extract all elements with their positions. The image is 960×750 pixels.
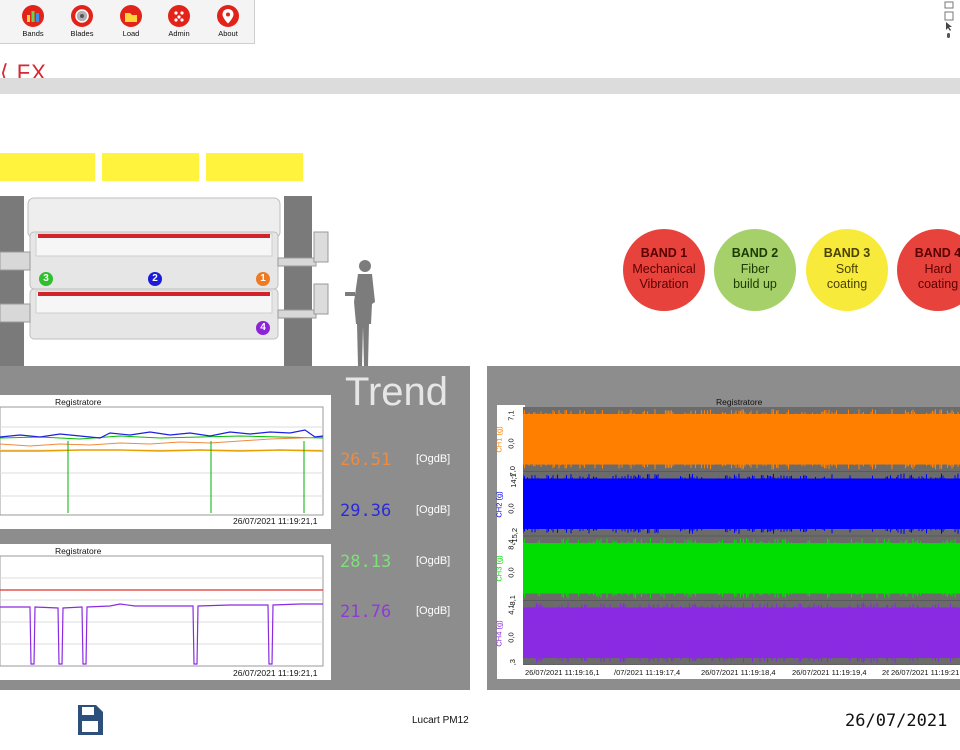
reading-1-value: 26.51 [340, 450, 392, 470]
ch1-label: CH1 (g) [494, 426, 504, 453]
reading-1-unit: [OgdB] [416, 453, 451, 465]
trend-chart-2-timestamp: 26/07/2021 11:19:21,1 [233, 668, 318, 678]
admin-button-label: Admin [168, 29, 190, 38]
status-bar-2 [102, 153, 199, 181]
band-3-line2: coating [826, 277, 868, 291]
trend-chart-2-title: Registratore [55, 546, 102, 556]
recorder-x-tick-1: 26/07/2021 11:19:16,1 [523, 668, 602, 677]
load-button[interactable]: Load [107, 0, 155, 43]
band-3-line1: Soft [835, 261, 859, 276]
marker-4: 4 [256, 321, 270, 335]
marker-1: 1 [256, 272, 270, 286]
save-disk-icon [78, 705, 103, 735]
trend-chart-2[interactable]: Registratore 26/07/2021 11:19:21,1 [0, 544, 331, 680]
band-1-title: BAND 1 [640, 246, 688, 260]
trend-chart-1-plot [0, 406, 324, 516]
blade-disc-icon [71, 5, 93, 27]
band-1-line1: Mechanical [632, 261, 696, 276]
save-button[interactable] [75, 703, 105, 737]
status-bar-1 [0, 153, 95, 181]
ch1-noise [522, 409, 960, 470]
trend-chart-2-plot [0, 555, 324, 667]
trend-chart-1-timestamp: 26/07/2021 11:19:21,1 [233, 516, 318, 526]
ch4-noise [522, 602, 960, 663]
band-2-title: BAND 2 [731, 246, 779, 260]
blades-button-label: Blades [70, 29, 94, 38]
ch4-tick-1: 4,1 [506, 603, 516, 615]
band-1-indicator[interactable]: BAND 1 Mechanical Vibration [623, 229, 705, 311]
band-2-line2: build up [733, 277, 777, 291]
ch1-tick-2: 0,0 [506, 438, 516, 449]
reading-4-value: 21.76 [340, 602, 392, 622]
band-4-title: BAND 4 [914, 246, 960, 260]
toolbar: Bands Blades Load Admin About [0, 0, 255, 44]
reading-3-value: 28.13 [340, 552, 392, 572]
trend-title: Trend [345, 370, 449, 414]
band-2-line1: Fiber [740, 261, 770, 276]
about-button-label: About [218, 29, 238, 38]
folder-open-icon [120, 5, 142, 27]
ch2-noise [522, 473, 960, 534]
recorder-y-axis [497, 405, 525, 667]
title-bar [0, 78, 960, 94]
recorder-title: Registratore [716, 397, 763, 407]
ch2-label: CH2 (g) [494, 491, 504, 518]
admin-button[interactable]: Admin [155, 0, 203, 43]
ch1-tick-1: 7,1 [506, 410, 516, 421]
ch4-tick-2: 0,0 [506, 632, 516, 643]
recorder-x-tick-5: 26 [880, 668, 893, 677]
band-4-line2: coating [917, 277, 959, 291]
reading-2-unit: [OgdB] [416, 504, 451, 516]
band-4-indicator[interactable]: BAND 4 Hard coating [897, 229, 960, 311]
current-date: 26/07/2021 [845, 711, 948, 731]
bands-chart-icon [22, 5, 44, 27]
trend-chart-1[interactable]: Registratore 26/07/2021 11:19:21,1 [0, 395, 331, 529]
ch3-label: CH3 (g) [494, 555, 504, 582]
recorder-x-tick-3: 26/07/2021 11:19:18,4 [699, 668, 778, 677]
about-button[interactable]: About [204, 0, 252, 43]
ch4-label: CH4 (g) [494, 620, 504, 647]
band-3-title: BAND 3 [823, 246, 871, 260]
ch3-noise [522, 537, 960, 599]
band-1-line2: Vibration [639, 277, 689, 291]
reading-3-unit: [OgdB] [416, 555, 451, 567]
ch2-tick-1: 14,1 [508, 472, 518, 488]
reading-4-unit: [OgdB] [416, 605, 451, 617]
status-bar-3 [206, 153, 303, 181]
recorder-x-tick-4: 26/07/2021 11:19:19,4 [790, 668, 869, 677]
plant-name: Lucart PM12 [412, 715, 469, 726]
band-4-line1: Hard [924, 261, 952, 276]
location-pin-icon [217, 5, 239, 27]
recorder-x-tick-2: /07/2021 11:19:17,4 [612, 668, 683, 677]
reading-2-value: 29.36 [340, 501, 392, 521]
band-3-indicator[interactable]: BAND 3 Soft coating [806, 229, 888, 311]
recorder-x-tick-6: 26/07/2021 11:19:21 [889, 668, 960, 677]
marker-2: 2 [148, 272, 162, 286]
admin-gear-icon [168, 5, 190, 27]
blades-button[interactable]: Blades [58, 0, 106, 43]
load-button-label: Load [122, 29, 140, 38]
machine-diagram: 3 2 1 4 [0, 196, 375, 366]
recorder-plot[interactable] [522, 407, 960, 666]
trend-chart-1-title: Registratore [55, 397, 102, 407]
bands-button-label: Bands [22, 29, 44, 38]
ch2-tick-2: 0,0 [506, 503, 516, 514]
ch3-tick-2: 0,0 [506, 567, 516, 578]
marker-3: 3 [39, 272, 53, 286]
band-2-indicator[interactable]: BAND 2 Fiber build up [714, 229, 796, 311]
side-tools-icon[interactable] [942, 0, 956, 42]
ch3-tick-1: 8,4 [506, 539, 516, 550]
bands-button[interactable]: Bands [9, 0, 57, 43]
